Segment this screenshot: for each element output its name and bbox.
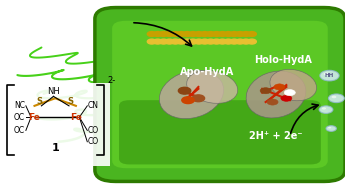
Circle shape bbox=[319, 106, 333, 113]
Circle shape bbox=[212, 32, 221, 36]
Circle shape bbox=[177, 32, 186, 36]
Text: S: S bbox=[67, 97, 73, 106]
Circle shape bbox=[177, 39, 186, 44]
Circle shape bbox=[322, 107, 326, 110]
Circle shape bbox=[326, 126, 336, 131]
Circle shape bbox=[188, 39, 197, 44]
Circle shape bbox=[241, 32, 250, 36]
Circle shape bbox=[165, 39, 174, 44]
Circle shape bbox=[147, 39, 156, 44]
Ellipse shape bbox=[246, 71, 306, 118]
Circle shape bbox=[284, 90, 295, 96]
Ellipse shape bbox=[270, 69, 317, 101]
Circle shape bbox=[183, 39, 191, 44]
Text: CO: CO bbox=[88, 137, 99, 146]
Text: Holo-HydA: Holo-HydA bbox=[254, 56, 312, 65]
Circle shape bbox=[328, 127, 331, 129]
Circle shape bbox=[178, 87, 191, 94]
Circle shape bbox=[247, 39, 256, 44]
Circle shape bbox=[159, 32, 168, 36]
Circle shape bbox=[230, 32, 239, 36]
Text: OC: OC bbox=[14, 113, 25, 122]
Text: CO: CO bbox=[88, 126, 99, 135]
Circle shape bbox=[165, 32, 174, 36]
Ellipse shape bbox=[187, 70, 238, 103]
FancyBboxPatch shape bbox=[0, 83, 110, 166]
Text: Apo-HydA: Apo-HydA bbox=[180, 67, 234, 77]
Circle shape bbox=[224, 39, 233, 44]
Circle shape bbox=[218, 39, 227, 44]
Circle shape bbox=[324, 72, 329, 76]
Circle shape bbox=[320, 70, 339, 81]
Circle shape bbox=[147, 32, 156, 36]
FancyBboxPatch shape bbox=[95, 8, 345, 181]
Text: CN: CN bbox=[88, 101, 99, 110]
FancyBboxPatch shape bbox=[119, 100, 321, 164]
Circle shape bbox=[192, 95, 205, 102]
Text: NC: NC bbox=[14, 101, 25, 110]
Circle shape bbox=[281, 95, 292, 101]
Text: HH: HH bbox=[325, 73, 334, 78]
Circle shape bbox=[183, 32, 191, 36]
Circle shape bbox=[260, 88, 271, 94]
Circle shape bbox=[206, 39, 215, 44]
Text: OC: OC bbox=[14, 126, 25, 135]
Circle shape bbox=[194, 39, 203, 44]
Text: 2H⁺ + 2e⁻: 2H⁺ + 2e⁻ bbox=[249, 131, 303, 141]
Circle shape bbox=[230, 39, 239, 44]
Circle shape bbox=[194, 32, 203, 36]
Text: 1: 1 bbox=[51, 143, 59, 153]
Circle shape bbox=[218, 32, 227, 36]
Circle shape bbox=[247, 32, 256, 36]
Circle shape bbox=[236, 39, 245, 44]
Circle shape bbox=[236, 32, 245, 36]
Circle shape bbox=[171, 32, 180, 36]
Circle shape bbox=[267, 99, 278, 105]
Circle shape bbox=[332, 96, 336, 98]
Circle shape bbox=[241, 39, 250, 44]
Circle shape bbox=[224, 32, 233, 36]
Circle shape bbox=[274, 84, 285, 90]
Circle shape bbox=[171, 39, 180, 44]
Circle shape bbox=[200, 32, 209, 36]
Text: Fe: Fe bbox=[29, 113, 40, 122]
Circle shape bbox=[188, 32, 197, 36]
Circle shape bbox=[212, 39, 221, 44]
Circle shape bbox=[206, 32, 215, 36]
Text: 2-: 2- bbox=[107, 76, 115, 85]
Circle shape bbox=[200, 39, 209, 44]
Circle shape bbox=[159, 39, 168, 44]
Text: S: S bbox=[36, 97, 42, 106]
Text: Fe: Fe bbox=[70, 113, 82, 122]
Circle shape bbox=[153, 39, 162, 44]
Circle shape bbox=[182, 97, 194, 104]
Text: NH: NH bbox=[47, 88, 60, 97]
FancyBboxPatch shape bbox=[112, 21, 328, 168]
Ellipse shape bbox=[159, 70, 224, 119]
Circle shape bbox=[328, 94, 344, 103]
Circle shape bbox=[153, 32, 162, 36]
